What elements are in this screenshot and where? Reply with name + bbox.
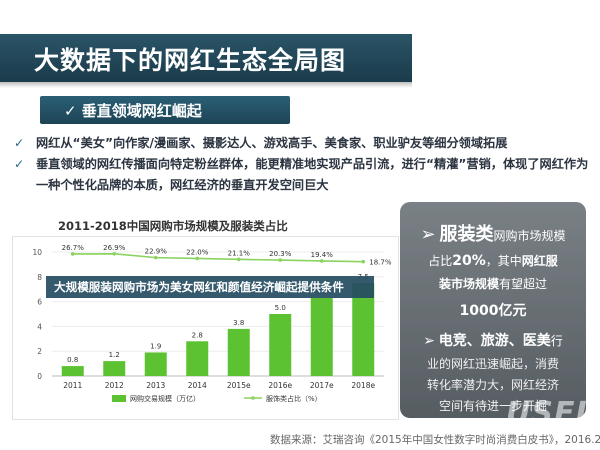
line-point: [361, 259, 366, 264]
callout-arrow-icon: ➢: [420, 224, 436, 245]
bar: [144, 352, 167, 376]
series-line: [72, 252, 364, 263]
bar-value-label: 1.9: [150, 342, 161, 350]
y-tick-label: 0: [37, 372, 42, 381]
bar-value-label: 3.8: [233, 319, 244, 327]
legend-line-label: 服饰类占比（%）: [266, 394, 322, 403]
bullet-list: ✓ 网红从“美女”向作家/漫画家、摄影达人、游戏高手、美食家、职业驴友等细分领域…: [14, 133, 599, 196]
overlay-banner: 大规模服装网购市场为美女网红和颜值经济崛起提供条件: [46, 276, 374, 298]
callout-line5-bold: 电竞、旅游、医美: [438, 333, 551, 349]
callout-line-6: 业的网红迅速崛起，消费: [426, 357, 559, 371]
callout-line2-mid: ，其中: [485, 254, 522, 268]
bar: [227, 328, 250, 376]
x-tick-label: 2013: [146, 381, 165, 390]
x-tick-label: 2016e: [268, 381, 292, 390]
check-icon: ✓: [14, 136, 25, 150]
legend-bar-swatch: [112, 395, 126, 402]
bar-value-label: 2.8: [192, 331, 203, 339]
x-tick-label: 2012: [105, 381, 124, 390]
callout-line2-pre: 占比: [428, 254, 453, 268]
bar: [352, 283, 375, 376]
callout-line-7: 转化率潜力大，网红经济: [426, 378, 559, 392]
callout-line3-bold: 装市场规模: [438, 277, 499, 291]
legend-line-marker: [251, 396, 255, 400]
bar-value-label: 0.8: [67, 356, 78, 364]
line-point: [278, 258, 283, 262]
callout-percent: 20%: [452, 253, 486, 269]
callout-line-5: ➢ 电竞、旅游、医美行: [400, 330, 586, 350]
callout-line-3: 装市场规模有望超过: [400, 275, 586, 292]
bar: [61, 366, 84, 376]
bar-value-label: 1.2: [109, 351, 120, 359]
line-value-label: 22.0%: [186, 248, 209, 256]
bar: [310, 297, 333, 376]
line-point: [236, 257, 241, 262]
callout-clothing: 服装类: [439, 224, 494, 245]
legend-bar-label: 网购交易规模（万亿）: [130, 394, 200, 403]
page-title: 大数据下的网红生态全局图: [34, 46, 347, 75]
callout-line1-rest: 网购市场规模: [493, 229, 566, 243]
title-shadow: [0, 82, 412, 88]
x-tick-label: 2014: [188, 381, 207, 390]
market-chart: 0 2 4 6 8 10 0.8 2011 1.2 2012 1.9 2013 2.8 2014 3.8 20…: [32, 244, 392, 403]
callout-line-1: ➢ 服装类网购市场规模: [400, 220, 586, 246]
callout-line-2: 占比20%，其中网红服: [400, 252, 586, 269]
callout-box: ➢ 服装类网购市场规模 占比20%，其中网红服 装市场规模有望超过 1000亿元…: [400, 202, 586, 418]
line-point: [70, 252, 75, 256]
y-tick-label: 4: [37, 322, 42, 331]
line-value-label: 20.3%: [269, 250, 292, 258]
section-label: ✓ 垂直领域网红崛起: [64, 102, 202, 120]
line-point: [112, 251, 117, 256]
callout-amount: 1000亿元: [459, 303, 527, 319]
chart-heading: 2011-2018中国网购市场规模及服装类占比: [58, 219, 288, 233]
title-bar: 大数据下的网红生态全局图: [0, 34, 412, 82]
chart-frame: [12, 236, 399, 420]
bar: [186, 341, 209, 376]
line-point: [153, 255, 158, 260]
section-label-bar: ✓ 垂直领域网红崛起: [40, 96, 290, 124]
x-tick-label: 2015e: [227, 381, 251, 390]
bullet-item-2: ✓ 垂直领域的网红传播面向特定粉丝群体，能更精准地实现产品引流，进行“精灌”营销…: [14, 154, 599, 196]
bullet-item-1: ✓ 网红从“美女”向作家/漫画家、摄影达人、游戏高手、美食家、职业驴友等细分领域…: [14, 133, 599, 154]
line-value-label: 22.9%: [145, 248, 168, 256]
callout-line-8: 空间有待进一步开掘: [438, 399, 547, 413]
line-value-label: 18.7%: [369, 259, 392, 267]
callout-arrow-icon-2: ➢: [423, 333, 435, 349]
x-tick-label: 2017e: [310, 381, 334, 390]
bullet-text-2: 垂直领域的网红传播面向特定粉丝群体，能更精准地实现产品引流，进行“精灌”营销，体…: [36, 157, 589, 192]
callout-line-4: 1000亿元: [400, 300, 586, 320]
x-tick-label: 2011: [63, 381, 82, 390]
callout-line5-rest: 行: [550, 334, 563, 348]
line-value-label: 26.9%: [103, 244, 126, 252]
line-value-label: 21.1%: [228, 249, 251, 257]
bar: [269, 314, 292, 376]
check-icon: ✓: [14, 157, 25, 171]
line-point: [319, 259, 324, 263]
bullet-text-1: 网红从“美女”向作家/漫画家、摄影达人、游戏高手、美食家、职业驴友等细分领域拓展: [36, 136, 508, 150]
source-note: 数据来源：艾瑞咨询《2015年中国女性数字时尚消费白皮书》，2016.2: [270, 434, 600, 446]
watermark: USEIT: [506, 396, 600, 431]
y-tick-label: 10: [32, 248, 42, 257]
line-value-label: 26.7%: [62, 244, 85, 252]
callout-line2-bold: 网红服: [521, 254, 558, 268]
bar: [103, 361, 126, 376]
y-tick-label: 8: [37, 273, 42, 282]
overlay-banner-text: 大规模服装网购市场为美女网红和颜值经济崛起提供条件: [54, 280, 344, 294]
callout-line3-rest: 有望超过: [499, 277, 548, 291]
y-tick-label: 6: [37, 298, 42, 307]
line-point: [195, 256, 200, 261]
bar-value-label: 5.0: [275, 304, 286, 312]
line-value-label: 19.4%: [311, 251, 334, 259]
x-tick-label: 2018e: [351, 381, 375, 390]
y-tick-label: 2: [37, 347, 42, 356]
